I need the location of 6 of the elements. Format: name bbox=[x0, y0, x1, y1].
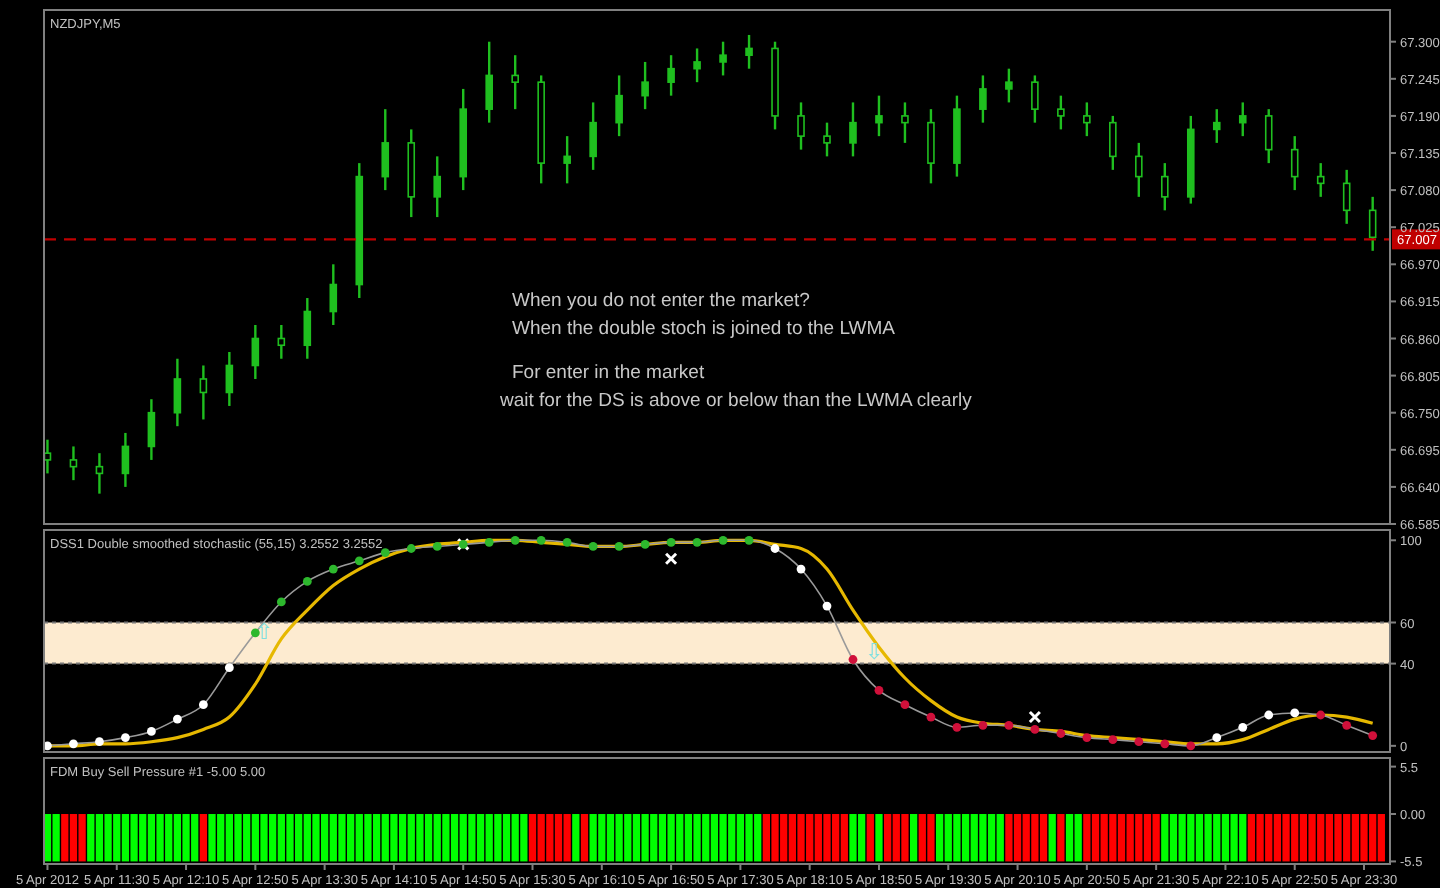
annotation: For enter in the market bbox=[512, 362, 705, 384]
annotation: wait for the DS is above or below than the LWMA clearly bbox=[498, 390, 973, 412]
annotation: ⇧ bbox=[255, 620, 273, 645]
annotation: When you do not enter the market? bbox=[512, 290, 810, 312]
annotation: ⇩ bbox=[864, 641, 883, 666]
annotation: When the double stoch is joined to the LWMA bbox=[512, 318, 897, 340]
